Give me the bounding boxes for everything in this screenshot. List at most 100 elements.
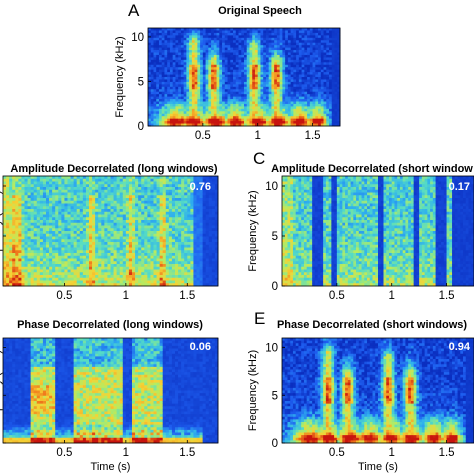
heatmap-cell	[276, 42, 281, 46]
heatmap-cell	[200, 108, 204, 112]
heatmap-cell	[159, 250, 164, 254]
heatmap-cell	[135, 236, 139, 240]
heatmap-cell	[175, 57, 179, 61]
heatmap-cell	[183, 111, 187, 115]
heatmap-cell	[274, 113, 278, 117]
heatmap-cell	[320, 59, 324, 63]
heatmap-cell	[175, 91, 179, 95]
heatmap-cell	[202, 91, 206, 95]
heatmap-cell	[153, 184, 157, 188]
heatmap-cell	[156, 37, 160, 41]
heatmap-cell	[230, 118, 234, 122]
heatmap-cell	[119, 242, 124, 246]
heatmap-cell	[334, 113, 338, 117]
heatmap-cell	[39, 269, 44, 273]
heatmap-cell	[254, 84, 259, 88]
heatmap-cell	[224, 84, 228, 88]
heatmap-cell	[293, 101, 297, 105]
heatmap-cell	[33, 189, 38, 193]
heatmap-cell	[39, 187, 44, 191]
heatmap-cell	[230, 123, 234, 127]
heatmap-cell	[15, 181, 19, 185]
heatmap-cell	[104, 195, 108, 199]
heatmap-cell	[175, 28, 179, 31]
heatmap-cell	[276, 35, 281, 39]
heatmap-cell	[144, 217, 148, 221]
heatmap-cell	[265, 111, 270, 115]
heatmap-cell	[55, 253, 59, 257]
heatmap-cell	[85, 189, 90, 193]
heatmap-cell	[141, 266, 145, 270]
heatmap-cell	[301, 84, 305, 88]
heatmap-cell	[191, 77, 196, 80]
heatmap-cell	[150, 81, 154, 85]
heatmap-cell	[98, 242, 102, 246]
heatmap-cell	[79, 211, 84, 215]
heatmap-cell	[244, 84, 248, 88]
heatmap-cell	[205, 42, 209, 46]
heatmap-cell	[254, 52, 259, 56]
heatmap-cell	[9, 255, 13, 259]
heatmap-cell	[27, 272, 32, 276]
heatmap-cell	[165, 250, 170, 254]
heatmap-cell	[276, 45, 281, 48]
heatmap-cell	[107, 228, 111, 232]
heatmap-cell	[61, 253, 65, 257]
heatmap-cell	[175, 37, 179, 41]
heatmap-cell	[235, 123, 239, 127]
heatmap-cell	[252, 47, 256, 51]
heatmap-cell	[307, 45, 311, 48]
heatmap-cell	[208, 62, 212, 66]
heatmap-cell	[141, 178, 145, 182]
heatmap-cell	[227, 111, 231, 115]
heatmap-cell	[79, 181, 84, 185]
heatmap-cell	[132, 261, 136, 265]
heatmap-cell	[107, 222, 111, 226]
heatmap-cell	[39, 258, 44, 262]
heatmap-cell	[238, 69, 242, 73]
heatmap-cell	[150, 269, 154, 273]
heatmap-cell	[119, 178, 124, 182]
heatmap-cell	[42, 261, 47, 265]
heatmap-cell	[287, 111, 292, 115]
heatmap-cell	[213, 32, 217, 36]
heatmap-cell	[141, 195, 145, 199]
heatmap-cell	[202, 67, 206, 71]
heatmap-cell	[119, 255, 124, 259]
heatmap-cell	[15, 189, 19, 193]
heatmap-cell	[52, 217, 56, 221]
heatmap-cell	[15, 277, 19, 281]
heatmap-cell	[186, 91, 190, 95]
heatmap-cell	[323, 32, 327, 36]
heatmap-cell	[85, 214, 90, 218]
heatmap-cell	[189, 30, 193, 34]
heatmap-cell	[82, 269, 87, 273]
heatmap-cell	[194, 52, 198, 56]
heatmap-cell	[101, 283, 105, 287]
heatmap-cell	[42, 264, 47, 268]
heatmap-cell	[180, 62, 185, 66]
heatmap-cell	[73, 209, 78, 213]
heatmap-cell	[82, 275, 87, 279]
heatmap-cell	[337, 84, 341, 88]
heatmap-cell	[205, 54, 209, 58]
heatmap-cell	[138, 272, 142, 276]
heatmap-cell	[230, 101, 234, 105]
heatmap-cell	[309, 32, 313, 36]
heatmap-cell	[249, 72, 253, 75]
heatmap-cell	[290, 30, 294, 34]
heatmap-cell	[301, 116, 305, 120]
heatmap-cell	[30, 176, 35, 180]
heatmap-cell	[279, 113, 283, 117]
heatmap-cell	[18, 220, 22, 224]
heatmap-cell	[61, 255, 65, 259]
heatmap-cell	[282, 86, 286, 90]
heatmap-cell	[125, 275, 130, 279]
heatmap-cell	[61, 184, 65, 188]
heatmap-cell	[175, 52, 179, 56]
heatmap-cell	[246, 79, 250, 83]
heatmap-cell	[318, 64, 322, 68]
heatmap-cell	[95, 184, 99, 188]
heatmap-cell	[178, 40, 182, 44]
heatmap-cell	[312, 113, 316, 117]
